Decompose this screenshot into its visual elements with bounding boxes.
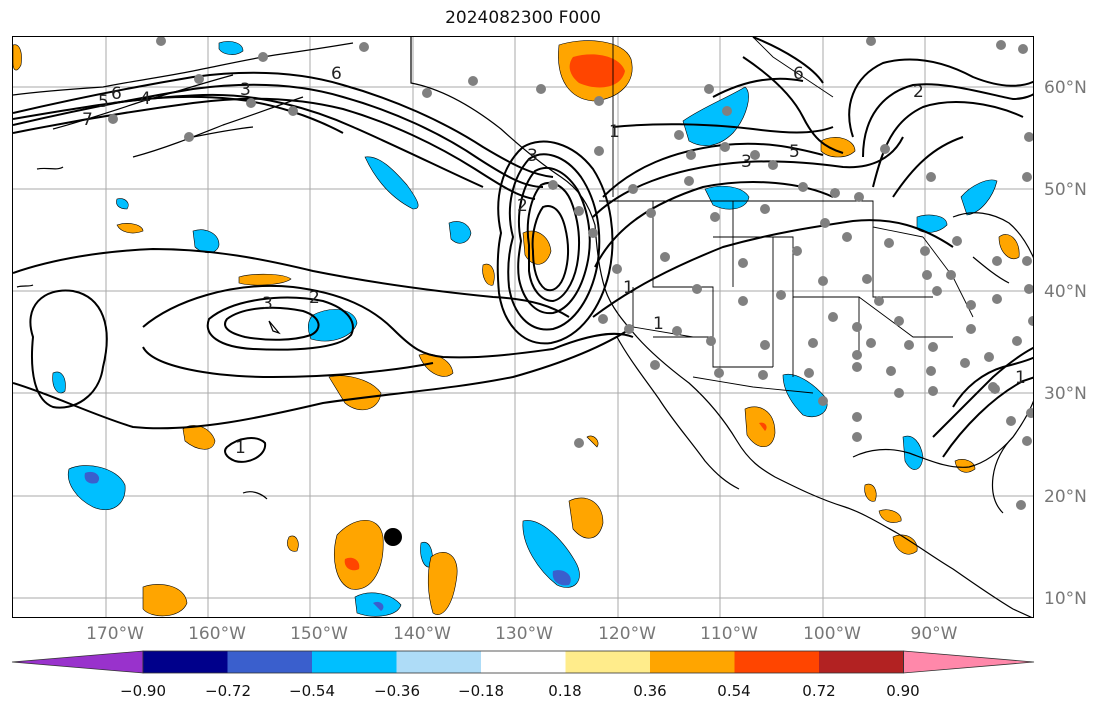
dark-blue-shading xyxy=(84,471,571,611)
colorbar-segment xyxy=(227,651,313,673)
contour-label: 4 xyxy=(140,89,151,109)
colorbar-segment xyxy=(312,651,397,673)
lat-label-20n: 20°N xyxy=(1044,487,1087,507)
colorbar-tick-label: 0.72 xyxy=(802,682,836,700)
contour-label: 6 xyxy=(111,84,122,104)
colorbar-extension-left xyxy=(11,650,144,674)
colorbar-tick-label: 0.90 xyxy=(886,682,920,700)
lat-label-30n: 30°N xyxy=(1044,384,1087,404)
colorbar-segment xyxy=(143,651,228,673)
colorbar-tick-label: −0.72 xyxy=(205,682,251,700)
contour-label: 5 xyxy=(98,92,109,112)
contour-label: 6 xyxy=(331,64,342,84)
lon-label-90w: 90°W xyxy=(910,624,958,644)
colorbar-segment xyxy=(819,651,904,673)
colorbar-segment xyxy=(650,651,735,673)
contour-label: 6 xyxy=(793,64,804,84)
contour-label: 1 xyxy=(623,278,634,298)
colorbar-segment xyxy=(565,651,651,673)
colorbar-segment xyxy=(481,651,566,673)
lon-label-160w: 160°W xyxy=(188,624,246,644)
contour-label: 3 xyxy=(262,294,273,314)
lat-label-60n: 60°N xyxy=(1044,78,1087,98)
map-title: 2024082300 F000 xyxy=(445,8,601,28)
colorbar-frame xyxy=(142,650,904,674)
colorbar-tick-label: 0.54 xyxy=(717,682,751,700)
contour-lines xyxy=(13,37,1033,463)
lon-label-170w: 170°W xyxy=(86,624,144,644)
colorbar-tick-label: 0.18 xyxy=(548,682,582,700)
contour-label: 1 xyxy=(235,438,246,458)
contour-label: 1 xyxy=(1015,368,1026,388)
lon-label-110w: 110°W xyxy=(700,624,758,644)
contour-label: 2 xyxy=(517,196,528,216)
contour-label: 5 xyxy=(789,142,800,162)
lon-label-100w: 100°W xyxy=(803,624,861,644)
colorbar-tick-label: −0.90 xyxy=(120,682,166,700)
map-panel: 5 6 4 7 3 6 3 2 1 1 3 5 6 2 1 3 2 1 1 xyxy=(12,36,1034,618)
contour-label-group: 5 6 4 7 3 6 3 2 1 1 3 5 6 2 1 3 2 1 1 xyxy=(82,64,1026,458)
blue-shading xyxy=(52,41,998,617)
lat-label-40n: 40°N xyxy=(1044,282,1087,302)
contour-label: 3 xyxy=(527,146,538,166)
contour-label: 1 xyxy=(609,122,620,142)
station-dots xyxy=(108,37,1033,510)
lat-label-10n: 10°N xyxy=(1044,589,1087,609)
arrow-marker xyxy=(268,320,281,335)
lat-label-50n: 50°N xyxy=(1044,180,1087,200)
contour-label: 2 xyxy=(913,82,924,102)
contour-label: 3 xyxy=(741,152,752,172)
graticule xyxy=(13,37,1033,617)
lon-label-140w: 140°W xyxy=(393,624,451,644)
contour-label: 7 xyxy=(82,110,93,130)
lon-label-120w: 120°W xyxy=(598,624,656,644)
lon-label-130w: 130°W xyxy=(495,624,553,644)
contour-label: 3 xyxy=(240,80,251,100)
red-shading xyxy=(344,54,767,571)
lon-label-150w: 150°W xyxy=(290,624,348,644)
contour-label: 1 xyxy=(653,314,664,334)
colorbar-segment xyxy=(396,651,482,673)
colorbar-tick-label: 0.36 xyxy=(633,682,667,700)
contour-label: 2 xyxy=(309,288,320,308)
colorbar-segment xyxy=(734,651,820,673)
orange-shading xyxy=(13,40,1020,617)
colorbar-tick-label: −0.18 xyxy=(458,682,504,700)
colorbar-extension-right xyxy=(903,650,1035,674)
colorbar-tick-label: −0.54 xyxy=(289,682,335,700)
colorbar-tick-label: −0.36 xyxy=(374,682,420,700)
colorbar xyxy=(11,650,1035,674)
tc-position-marker xyxy=(384,528,402,546)
